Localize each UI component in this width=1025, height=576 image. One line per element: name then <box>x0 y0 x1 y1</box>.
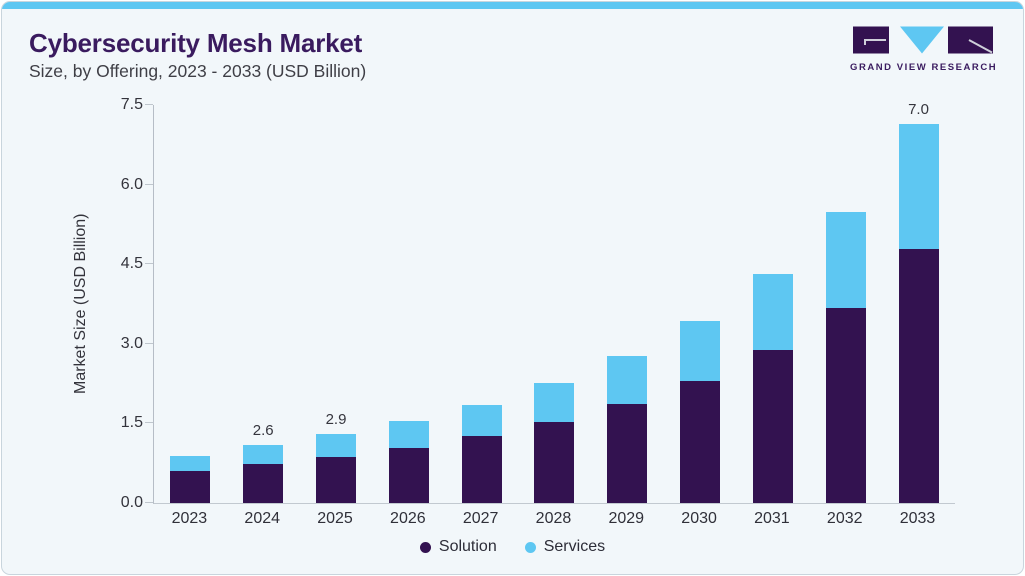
bar-segment-solution-2030 <box>680 381 721 503</box>
logo-r-mark <box>968 39 993 54</box>
bar-segment-services-2029 <box>607 356 648 404</box>
bar-segment-solution-2033 <box>898 248 939 503</box>
x-tick-label-2028: 2028 <box>535 510 572 527</box>
bar-stack-2033 <box>898 124 939 503</box>
bar-slot-2032 <box>809 105 882 503</box>
bar-stack-2027 <box>461 404 502 503</box>
bars-row: 2.6 2.9 7.0 <box>154 101 955 503</box>
bar-stack-2030 <box>680 321 721 503</box>
chart-legend: Solution Services <box>2 538 1023 556</box>
y-tick-label: 3.0 <box>120 334 143 352</box>
y-tick-label: 0.0 <box>120 494 143 511</box>
legend-item-solution: Solution <box>419 538 497 556</box>
bar-segment-solution-2029 <box>607 403 648 503</box>
bar-segment-solution-2027 <box>461 436 502 503</box>
bar-segment-solution-2026 <box>388 447 429 503</box>
bar-segment-services-2027 <box>461 404 502 437</box>
y-tick-mark <box>145 502 153 503</box>
legend-item-services: Services <box>524 538 606 556</box>
x-tick-label-2030: 2030 <box>681 510 717 527</box>
logo-g-mark <box>864 39 886 45</box>
bar-segment-solution-2028 <box>534 421 575 503</box>
x-tick-label-2024: 2024 <box>244 510 281 527</box>
bar-segment-services-2026 <box>388 421 429 448</box>
bar-segment-services-2033 <box>898 124 939 249</box>
bar-stack-2025 <box>316 434 357 503</box>
x-tick-label-2026: 2026 <box>390 510 426 527</box>
bar-stack-2029 <box>607 356 648 503</box>
x-tick-label-2029: 2029 <box>608 510 645 527</box>
bar-segment-services-2023 <box>170 455 211 472</box>
bar-slot-2025: 2.9 <box>300 105 373 503</box>
y-tick-label: 4.5 <box>120 255 143 273</box>
y-axis-title: Market Size (USD Billion) <box>72 213 89 395</box>
y-tick-mark <box>145 263 153 265</box>
bar-segment-services-2024 <box>243 444 284 465</box>
bar-segment-services-2028 <box>534 382 575 422</box>
bar-stack-2028 <box>534 382 575 503</box>
bar-slot-2030 <box>664 105 737 503</box>
legend-dot-solution <box>419 541 431 553</box>
bar-slot-2028 <box>518 105 591 503</box>
bar-segment-solution-2024 <box>243 464 284 503</box>
x-tick-label-2032: 2032 <box>826 510 863 527</box>
gvr-logo-text: GRAND VIEW RESEARCH <box>850 62 998 73</box>
bar-segment-solution-2031 <box>752 349 793 503</box>
y-tick-mark <box>145 183 153 185</box>
bar-segment-solution-2032 <box>825 308 866 503</box>
bar-segment-services-2030 <box>680 321 721 382</box>
bar-value-label-2033: 7.0 <box>908 101 929 119</box>
y-tick-mark <box>145 422 153 424</box>
legend-dot-services <box>524 541 536 553</box>
bar-value-label-2024: 2.6 <box>252 421 274 439</box>
bar-slot-2024: 2.6 <box>227 105 300 503</box>
plot-area: 0.0 1.5 3.0 4.5 6.0 7.5 2.6 2.9 7.0 <box>121 96 955 511</box>
bar-segment-solution-2023 <box>170 471 211 503</box>
x-tick-label-2033: 2033 <box>899 510 936 527</box>
x-tick-label-2023: 2023 <box>171 510 208 527</box>
y-tick-mark <box>145 104 153 105</box>
gvr-logo: GRAND VIEW RESEARCH <box>850 26 996 73</box>
bar-stack-2031 <box>752 274 793 503</box>
bar-stack-2026 <box>388 421 429 503</box>
bar-slot-2026 <box>372 105 445 503</box>
bar-slot-2033: 7.0 <box>882 101 955 503</box>
bar-slot-2023 <box>154 105 227 503</box>
chart-title: Cybersecurity Mesh Market <box>29 28 363 58</box>
y-tick-mark <box>145 342 153 344</box>
logo-v-triangle <box>900 26 944 54</box>
gvr-logo-marks <box>853 26 993 54</box>
chart-header: Cybersecurity Mesh Market Size, by Offer… <box>29 28 366 82</box>
bar-slot-2031 <box>737 105 810 503</box>
bar-value-label-2025: 2.9 <box>325 411 347 429</box>
bar-stack-2023 <box>170 455 211 503</box>
x-tick-label-2027: 2027 <box>462 510 499 527</box>
y-tick-label: 7.5 <box>120 96 143 113</box>
top-accent-strip <box>2 2 1023 9</box>
legend-label-solution: Solution <box>438 538 497 555</box>
bar-segment-services-2031 <box>752 274 793 350</box>
x-tick-label-2025: 2025 <box>317 510 353 527</box>
bar-slot-2027 <box>445 105 518 503</box>
y-tick-label: 6.0 <box>120 175 143 193</box>
bar-segment-solution-2025 <box>316 456 357 503</box>
x-tick-label-2031: 2031 <box>754 510 790 527</box>
bar-stack-2024 <box>243 444 284 503</box>
legend-label-services: Services <box>543 538 606 555</box>
chart-subtitle: Size, by Offering, 2023 - 2033 (USD Bill… <box>29 61 367 81</box>
x-axis-labels: 2023 2024 2025 2026 2027 2028 2029 2030 2031 2032… <box>153 510 954 528</box>
bar-stack-2032 <box>825 212 866 503</box>
bar-segment-services-2032 <box>825 212 866 309</box>
y-tick-label: 1.5 <box>120 414 143 432</box>
bar-slot-2029 <box>591 105 664 503</box>
bar-segment-services-2025 <box>316 434 357 457</box>
